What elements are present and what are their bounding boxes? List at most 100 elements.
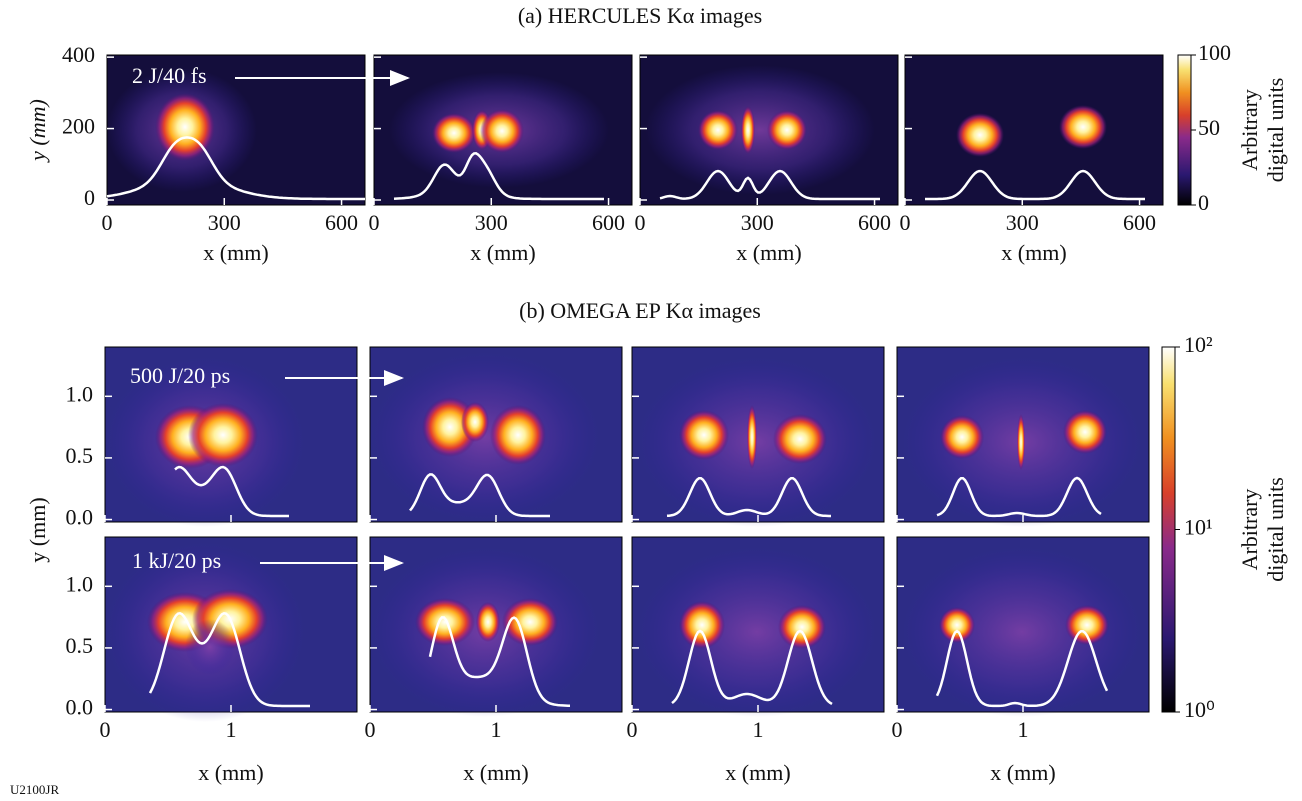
colorbar-tick-label: 0 xyxy=(1198,190,1209,215)
annotation: 2 J/40 fs xyxy=(132,63,207,88)
colorbar xyxy=(1161,346,1176,713)
x-axis-label: x (mm) xyxy=(736,240,801,265)
emission-spot xyxy=(490,405,546,465)
emission-spot xyxy=(480,109,524,153)
annotation: 1 kJ/20 ps xyxy=(132,548,221,573)
colorbar-label: Arbitrary xyxy=(1237,89,1262,171)
emission-spot xyxy=(432,113,476,153)
emission-spot xyxy=(939,607,975,643)
emission-spot xyxy=(773,414,827,464)
x-tick-label: 0 xyxy=(365,717,376,742)
y-tick-label: 1.0 xyxy=(66,571,94,596)
colorbar-tick-label: 100 xyxy=(1198,40,1231,65)
x-tick-label: 300 xyxy=(208,210,241,235)
x-axis-label: x (mm) xyxy=(203,240,268,265)
annotation: 500 J/20 ps xyxy=(130,363,230,388)
x-tick-label: 600 xyxy=(1123,210,1156,235)
lineout xyxy=(671,629,833,705)
emission-spot xyxy=(767,110,807,150)
x-axis-label: x (mm) xyxy=(725,760,790,785)
emission-spot xyxy=(185,619,235,675)
lineout xyxy=(936,476,1102,518)
x-tick-label: 0 xyxy=(627,717,638,742)
lineout xyxy=(148,611,310,708)
x-axis-label: x (mm) xyxy=(198,760,263,785)
emission-spot xyxy=(747,405,757,469)
x-tick-label: 300 xyxy=(475,210,508,235)
x-axis-label: x (mm) xyxy=(1001,240,1066,265)
colorbar-label: digital units xyxy=(1263,477,1288,582)
emission-spot xyxy=(645,65,875,195)
panel-a-title: (a) HERCULES Kα images xyxy=(518,3,762,28)
image-panel xyxy=(904,54,1164,206)
emission-spot xyxy=(698,110,738,150)
lineout xyxy=(393,152,604,201)
emission-spot xyxy=(778,605,826,649)
emission-spot xyxy=(1065,605,1109,645)
emission-spot xyxy=(940,415,984,459)
emission-spot xyxy=(370,352,600,522)
x-tick-label: 0 xyxy=(892,717,903,742)
emission-spot xyxy=(1063,410,1107,454)
x-tick-label: 600 xyxy=(325,210,358,235)
x-tick-label: 300 xyxy=(741,210,774,235)
emission-spot xyxy=(679,601,725,649)
x-tick-label: 1 xyxy=(753,717,764,742)
colorbar-tick-label: 50 xyxy=(1198,115,1220,140)
y-axis-label: y (mm) xyxy=(25,497,50,562)
emission-spot xyxy=(956,113,1004,157)
emission-spot xyxy=(415,598,475,646)
emission-spot xyxy=(741,106,755,154)
x-tick-label: 0 xyxy=(102,210,113,235)
emission-spot xyxy=(461,402,489,442)
y-tick-label: 400 xyxy=(62,42,95,67)
figure-id: U2100JR xyxy=(10,782,59,797)
x-axis-label: x (mm) xyxy=(990,760,1055,785)
colorbar-label: digital units xyxy=(1263,78,1288,183)
x-tick-label: 0 xyxy=(369,210,380,235)
y-tick-label: 0 xyxy=(84,185,95,210)
emission-spot xyxy=(1017,414,1025,470)
colorbar-tick-label: 10² xyxy=(1184,332,1213,357)
x-tick-label: 1 xyxy=(1018,717,1029,742)
lineout xyxy=(925,169,1145,201)
emission-spot xyxy=(1059,105,1107,149)
lineout xyxy=(659,169,880,201)
x-tick-label: 0 xyxy=(900,210,911,235)
lineout xyxy=(174,465,289,518)
y-tick-label: 0.5 xyxy=(66,443,94,468)
x-tick-label: 600 xyxy=(592,210,625,235)
lineout xyxy=(935,629,1109,708)
colorbar-label: Arbitrary xyxy=(1237,489,1262,571)
lineout xyxy=(666,476,831,518)
lineout xyxy=(106,136,365,201)
x-tick-label: 1 xyxy=(491,717,502,742)
lineout xyxy=(428,616,570,707)
x-tick-label: 0 xyxy=(635,210,646,235)
x-tick-label: 600 xyxy=(858,210,891,235)
emission-spot xyxy=(188,403,258,467)
y-tick-label: 0.0 xyxy=(66,505,94,530)
y-tick-label: 200 xyxy=(62,114,95,139)
y-tick-label: 0.5 xyxy=(66,633,94,658)
colorbar-tick-label: 10¹ xyxy=(1184,515,1213,540)
emission-spot xyxy=(476,602,500,642)
emission-spot xyxy=(637,357,877,527)
emission-spot xyxy=(502,598,558,646)
emission-spot xyxy=(902,547,1142,717)
colorbar-tick-label: 10⁰ xyxy=(1184,697,1215,722)
lineout xyxy=(409,473,550,518)
x-axis-label: x (mm) xyxy=(470,240,535,265)
y-tick-label: 0.0 xyxy=(66,695,94,720)
emission-spot xyxy=(637,547,877,717)
emission-spot xyxy=(679,410,729,460)
colorbar xyxy=(1177,54,1192,206)
x-tick-label: 1 xyxy=(226,717,237,742)
panel-b-title: (b) OMEGA EP Kα images xyxy=(519,298,761,323)
x-axis-label: x (mm) xyxy=(463,760,528,785)
y-tick-label: 1.0 xyxy=(66,381,94,406)
x-tick-label: 0 xyxy=(100,717,111,742)
y-axis-label: y (mm) xyxy=(25,99,50,163)
x-tick-label: 300 xyxy=(1006,210,1039,235)
